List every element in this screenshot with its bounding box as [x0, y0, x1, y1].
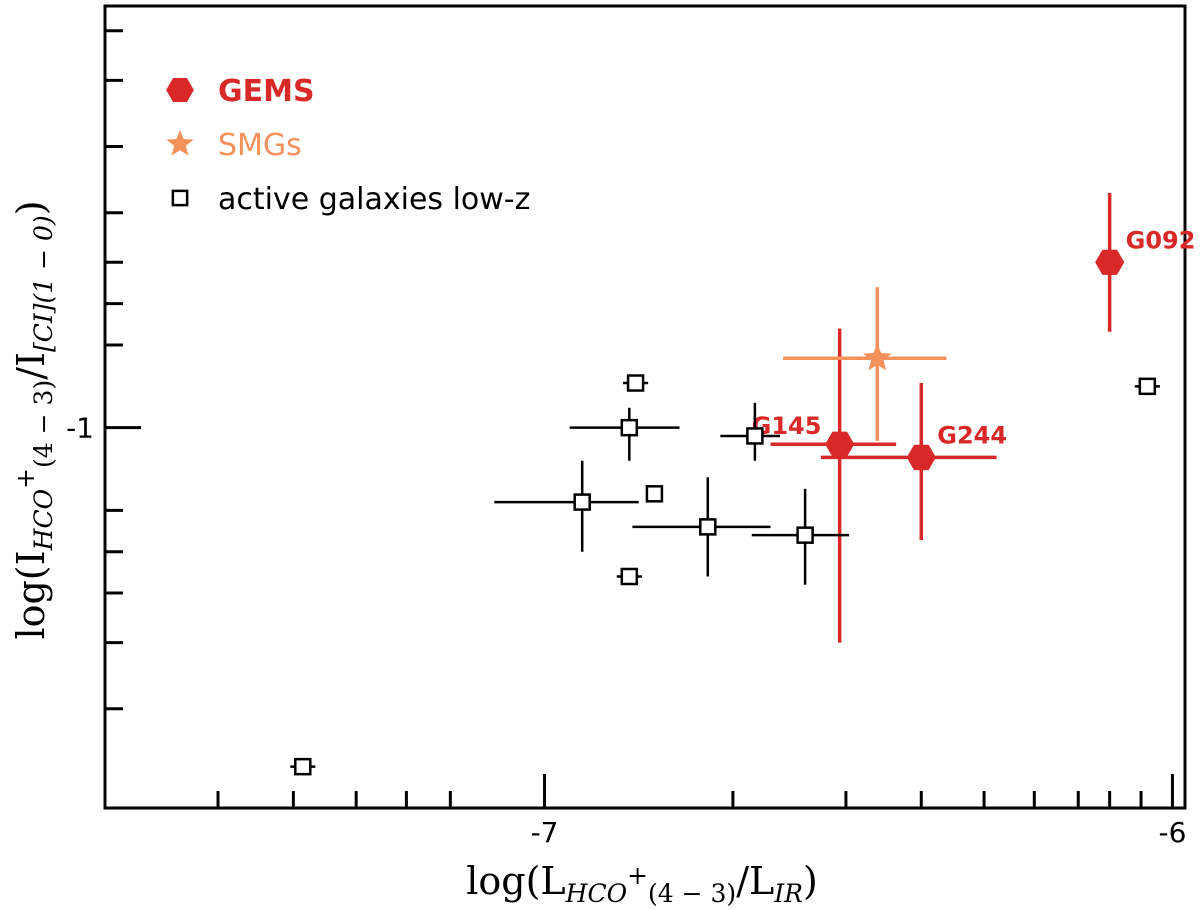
square-marker [1138, 377, 1157, 396]
data-point: G145 [752, 328, 897, 643]
series-gems: G092 G145 G244 [752, 192, 1196, 643]
data-point [1134, 377, 1160, 396]
data-point [290, 757, 316, 776]
legend-label: active galaxies low-z [218, 182, 530, 217]
axis-ticks: -7 -6 -1 [66, 29, 1186, 849]
legend-entry: SMGs [166, 128, 302, 163]
square-marker [573, 493, 591, 511]
series-active-galaxies-low-z [290, 374, 1160, 776]
data-point [616, 567, 642, 586]
legend-entry: active galaxies low-z [171, 182, 530, 217]
square-marker [294, 757, 312, 776]
data-point [494, 460, 639, 552]
square-marker [746, 427, 764, 445]
square-marker [620, 418, 639, 437]
hexagon-marker [906, 444, 936, 471]
x-tick-label: -7 [531, 816, 559, 849]
square-marker [645, 485, 664, 503]
hexagon-marker [1095, 249, 1125, 275]
data-point: G244 [820, 383, 1007, 541]
point-label-g092: G092 [1126, 226, 1196, 254]
point-label-g244: G244 [937, 421, 1007, 449]
star-marker [863, 343, 892, 371]
data-points: G092 G145 G244 [290, 192, 1196, 776]
plot-frame [103, 4, 1187, 810]
x-axis-label: log(LHCO+(4 − 3)/LIR) [466, 859, 818, 908]
x-tick-label: -6 [1158, 816, 1186, 849]
data-point [720, 402, 780, 461]
square-marker [626, 374, 645, 392]
series-smgs [783, 287, 947, 441]
square-marker [171, 189, 189, 207]
data-point [645, 485, 664, 503]
legend: GEMS SMGs active galaxies low-z [166, 74, 530, 217]
hexagon-marker [825, 431, 855, 457]
y-axis-label: log(IHCO+(4 − 3)/I[CI](1 − 0)) [9, 200, 58, 639]
square-marker [620, 567, 639, 586]
data-point [783, 287, 947, 441]
legend-entry: GEMS [166, 74, 315, 109]
data-point: G092 [1095, 192, 1196, 332]
star-marker [166, 129, 194, 156]
legend-label: SMGs [218, 128, 302, 163]
square-marker [699, 518, 717, 536]
y-tick-label: -1 [66, 412, 94, 445]
data-point [623, 374, 649, 392]
square-marker [796, 526, 814, 544]
data-point [569, 407, 680, 461]
data-point [632, 477, 771, 577]
hexagon-marker [166, 78, 194, 102]
data-point [751, 488, 850, 585]
legend-label: GEMS [218, 74, 315, 109]
